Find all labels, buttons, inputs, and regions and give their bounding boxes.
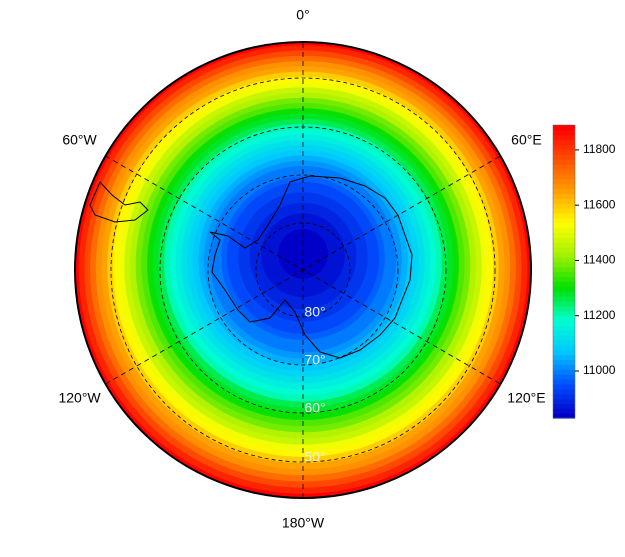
colorbar-cell xyxy=(553,408,575,414)
colorbar-cell xyxy=(553,173,575,180)
colorbar-cell xyxy=(553,291,575,297)
colorbar-cell xyxy=(553,286,575,292)
colorbar-cell xyxy=(553,354,575,360)
colorbar-cell xyxy=(553,188,575,194)
colorbar-cell xyxy=(553,325,575,331)
longitude-label: 180°W xyxy=(282,515,325,531)
colorbar-cell xyxy=(553,183,575,190)
latitude-label: 70° xyxy=(304,352,325,368)
colorbar-cell xyxy=(553,208,575,214)
colorbar-cell xyxy=(553,398,575,404)
colorbar-cell xyxy=(553,295,575,302)
colorbar-cell xyxy=(553,159,575,165)
longitude-label: 60°E xyxy=(511,132,542,148)
colorbar-cell xyxy=(553,168,575,175)
colorbar-cell xyxy=(553,378,575,385)
colorbar-cell xyxy=(553,144,575,151)
colorbar-cell xyxy=(553,149,575,155)
colorbar-cell xyxy=(553,217,575,224)
colorbar-cell xyxy=(553,271,575,277)
colorbar-cell xyxy=(553,256,575,263)
colorbar-cell xyxy=(553,193,575,199)
colorbar-cell xyxy=(553,320,575,326)
longitude-label: 120°W xyxy=(58,390,101,406)
colorbar-cell xyxy=(553,203,575,209)
colorbar-cell xyxy=(553,164,575,170)
colorbar-cell xyxy=(553,334,575,341)
colorbar-cell xyxy=(553,212,575,219)
colorbar-tick-label: 11200 xyxy=(583,308,616,322)
longitude-label: 120°E xyxy=(507,390,545,406)
graticule: 80° 70° 60° 50° 0° 60°E 120°E 180°W 120°W 60°W xyxy=(58,7,545,531)
colorbar-tick-label: 11600 xyxy=(583,197,616,211)
colorbar-tick-label: 11400 xyxy=(583,253,616,267)
longitude-label: 60°W xyxy=(62,132,97,148)
colorbar-cell xyxy=(553,261,575,268)
colorbar-cell xyxy=(553,276,575,282)
colorbar-tick-label: 11000 xyxy=(583,363,616,377)
colorbar-cell xyxy=(553,232,575,238)
latitude-label: 80° xyxy=(304,304,325,320)
colorbar-cell xyxy=(553,349,575,356)
longitude-label: 0° xyxy=(296,7,309,23)
antarctica-coastline xyxy=(209,175,413,359)
colorbar-cell xyxy=(553,129,575,136)
colorbar-cell xyxy=(553,369,575,375)
colorbar-cell xyxy=(553,359,575,365)
colorbar-cell xyxy=(553,237,575,243)
colorbar: 11000 11200 11400 11600 11800 xyxy=(552,124,616,419)
colorbar-cell xyxy=(553,251,575,258)
colorbar-cell xyxy=(553,330,575,336)
latitude-label: 50° xyxy=(304,449,325,465)
map-border xyxy=(74,41,532,499)
colorbar-cell xyxy=(553,222,575,229)
colorbar-cell xyxy=(553,247,575,253)
colorbar-cell xyxy=(553,388,575,395)
meridian xyxy=(105,155,501,385)
colorbar-cell xyxy=(553,344,575,351)
colorbar-cell xyxy=(553,393,575,400)
colorbar-cell xyxy=(553,154,575,160)
colorbar-cell xyxy=(553,134,575,141)
colorbar-cell xyxy=(553,125,575,131)
colorbar-cell xyxy=(553,315,575,321)
latitude-circle xyxy=(207,174,399,366)
colorbar-cell xyxy=(553,374,575,380)
colorbar-cell xyxy=(553,310,575,317)
colorbar-cell xyxy=(553,300,575,307)
colorbar-tick-label: 11800 xyxy=(583,142,616,156)
colorbar-cell xyxy=(553,339,575,346)
colorbar-cell xyxy=(553,198,575,204)
colorbar-cell xyxy=(553,383,575,390)
colorbar-frame xyxy=(552,124,576,419)
colorbar-cell xyxy=(553,364,575,370)
colorbar-cell xyxy=(553,281,575,287)
colorbar-cell xyxy=(553,139,575,146)
colorbar-cell xyxy=(553,266,575,273)
colorbar-cell xyxy=(553,305,575,312)
colorbar-cell xyxy=(553,178,575,185)
latitude-label: 60° xyxy=(304,400,325,416)
colorbar-cell xyxy=(553,403,575,409)
south-america-coastline xyxy=(89,181,149,223)
colorbar-cell xyxy=(553,227,575,234)
colorbar-cell xyxy=(553,242,575,248)
colorbar-cell xyxy=(553,413,575,419)
